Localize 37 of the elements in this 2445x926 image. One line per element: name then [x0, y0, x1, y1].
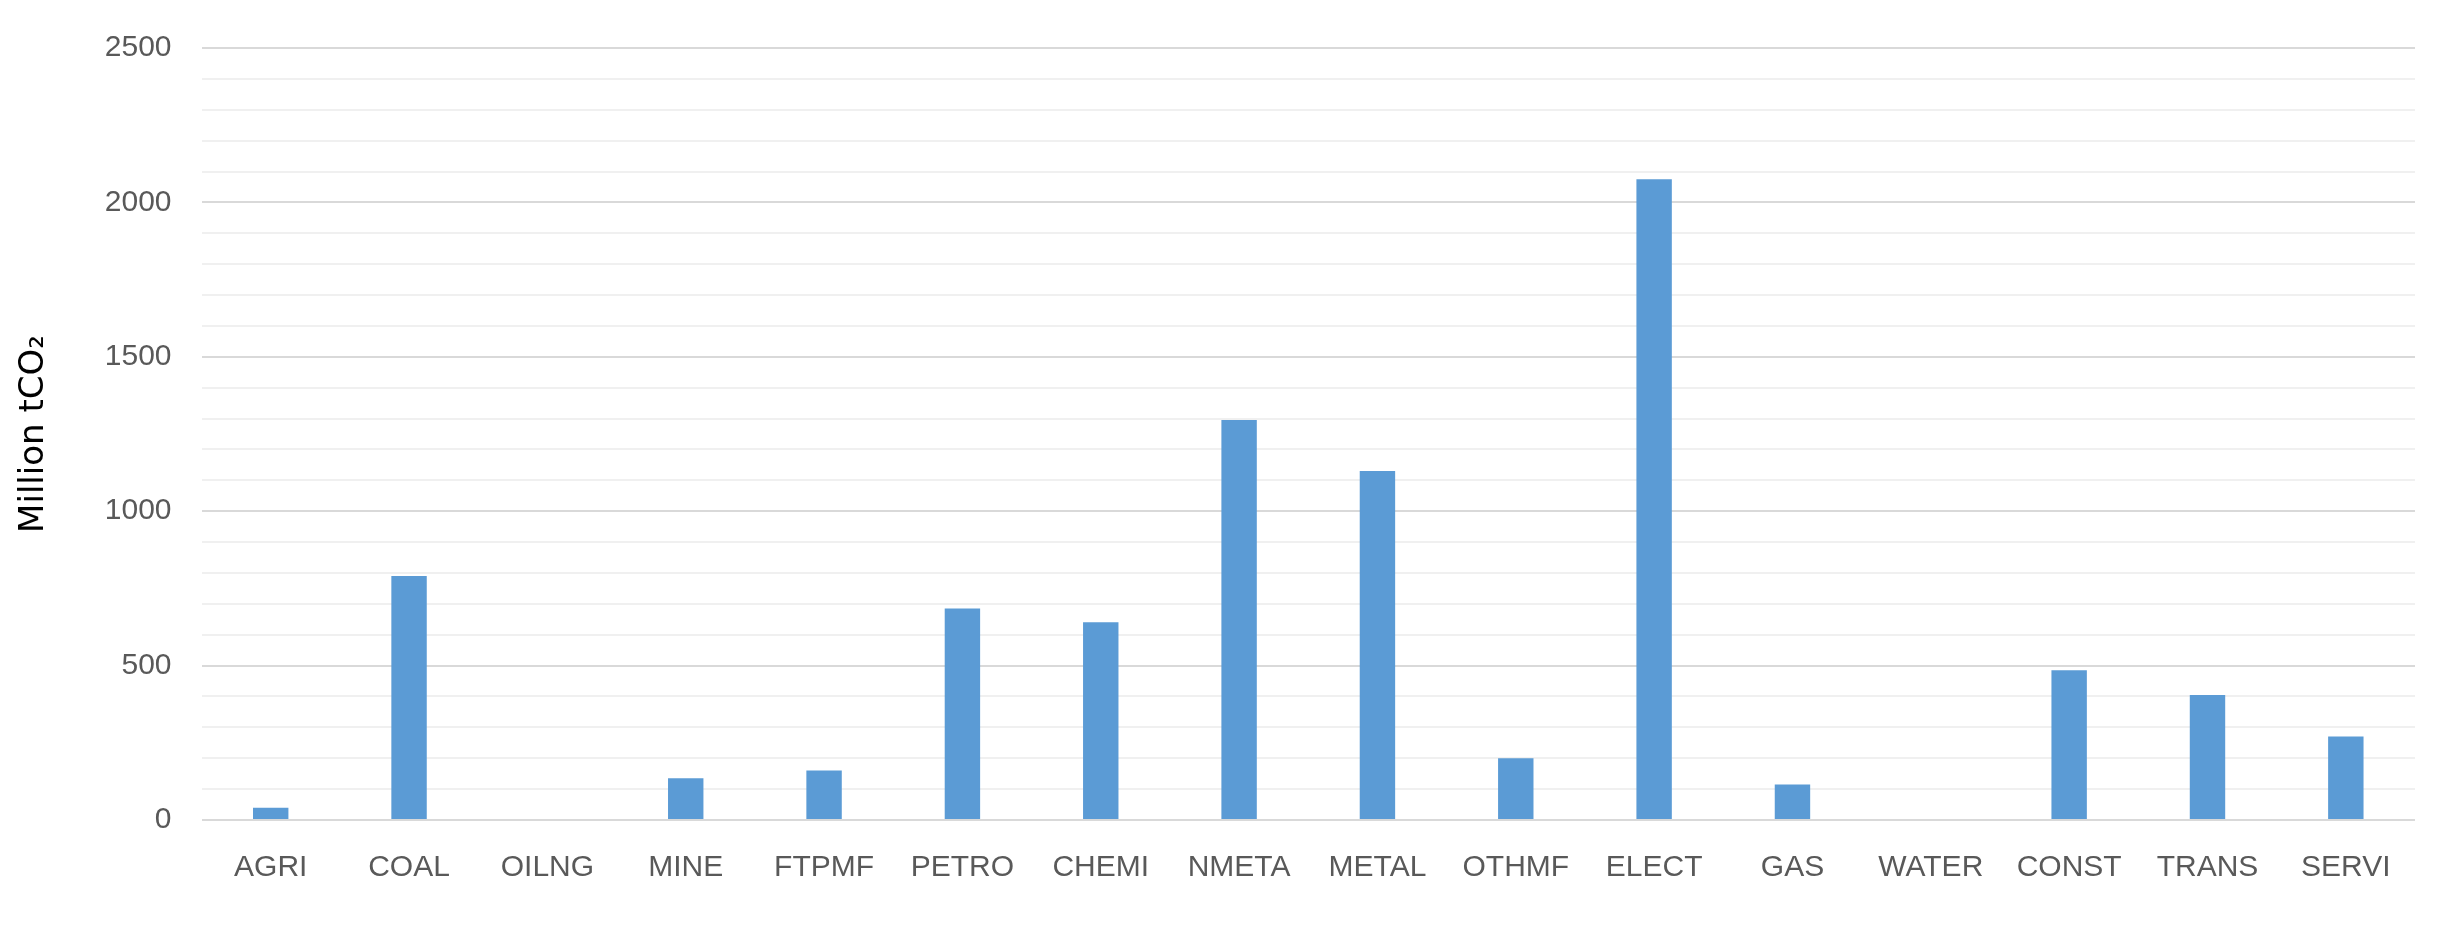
bar — [391, 576, 427, 819]
bar — [668, 778, 704, 819]
x-tick-label: OTHMF — [1462, 849, 1570, 883]
bar — [1498, 758, 1534, 819]
x-tick-label: CONST — [2016, 849, 2122, 883]
bar — [2051, 670, 2087, 819]
x-tick-label: OILNG — [500, 849, 595, 883]
x-tick-label: SERVI — [2301, 849, 2391, 883]
y-tick-label: 2500 — [104, 29, 172, 63]
bar — [1774, 784, 1811, 819]
x-tick-label: MINE — [648, 849, 724, 883]
x-tick-label: TRANS — [2156, 849, 2259, 883]
x-tick-label: ELECT — [1605, 849, 1703, 883]
bar — [1221, 420, 1257, 819]
bar — [806, 770, 842, 819]
bar — [2328, 736, 2364, 819]
bar — [2189, 694, 2226, 819]
y-tick-label: 2000 — [104, 183, 172, 217]
x-tick-label: WATER — [1878, 849, 1984, 883]
x-tick-label: NMETA — [1187, 849, 1291, 883]
y-tick-label: 500 — [121, 646, 172, 680]
x-tick-label: COAL — [368, 849, 450, 883]
x-tick-label: METAL — [1328, 849, 1427, 883]
y-tick-label: 1500 — [104, 338, 172, 372]
x-tick-label: GAS — [1760, 849, 1825, 883]
bar — [1636, 179, 1672, 819]
y-axis-title: Million tCO₂ — [11, 335, 52, 533]
bar — [1359, 471, 1396, 819]
x-tick-label: PETRO — [910, 849, 1015, 883]
y-tick-label: 0 — [154, 801, 172, 835]
bar — [253, 807, 289, 819]
y-tick-label: 1000 — [104, 492, 172, 526]
bar — [1083, 622, 1119, 819]
x-tick-label: AGRI — [234, 849, 308, 883]
x-tick-label: CHEMI — [1052, 849, 1150, 883]
bar — [944, 608, 981, 819]
x-tick-label: FTPMF — [774, 849, 875, 883]
